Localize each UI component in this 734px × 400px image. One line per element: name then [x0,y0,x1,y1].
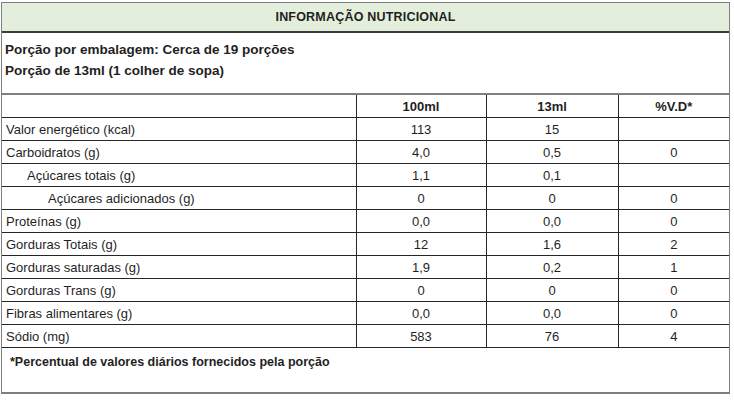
value-percent-vd: 0 [618,187,729,210]
footnote-text: *Percentual de valores diários fornecido… [2,348,729,370]
value-100ml: 0 [356,279,486,302]
value-13ml: 0,1 [486,164,618,187]
servings-per-package-text: Porção por embalagem: Cerca de 19 porçõe… [5,39,725,60]
title-bar: INFORMAÇÃO NUTRICIONAL [2,3,729,33]
value-100ml: 113 [356,118,486,141]
column-header-13ml: 13ml [486,94,618,118]
serving-info: Porção por embalagem: Cerca de 19 porçõe… [2,33,729,93]
value-100ml: 12 [356,233,486,256]
value-13ml: 0,0 [486,210,618,233]
table-row: Gorduras Totais (g) 12 1,6 2 [2,233,729,256]
table-row: Carboidratos (g) 4,0 0,5 0 [2,141,729,164]
value-13ml: 76 [486,325,618,348]
column-header-100ml: 100ml [356,94,486,118]
panel-title: INFORMAÇÃO NUTRICIONAL [275,10,455,24]
nutrition-label-panel: INFORMAÇÃO NUTRICIONAL Porção por embala… [1,2,730,394]
value-percent-vd: 4 [618,325,729,348]
table-row: Valor energético (kcal) 113 15 [2,118,729,141]
value-100ml: 1,9 [356,256,486,279]
nutrient-label: Proteínas (g) [2,210,356,233]
value-100ml: 4,0 [356,141,486,164]
value-100ml: 1,1 [356,164,486,187]
table-header-row: 100ml 13ml %V.D* [2,94,729,118]
value-100ml: 0,0 [356,210,486,233]
table-row: Gorduras saturadas (g) 1,9 0,2 1 [2,256,729,279]
value-percent-vd: 1 [618,256,729,279]
value-13ml: 15 [486,118,618,141]
column-header-percent-vd: %V.D* [618,94,729,118]
value-100ml: 0,0 [356,302,486,325]
nutrient-label: Valor energético (kcal) [2,118,356,141]
nutrient-label: Gorduras saturadas (g) [2,256,356,279]
nutrient-label: Sódio (mg) [2,325,356,348]
value-13ml: 0,2 [486,256,618,279]
table-row: Sódio (mg) 583 76 4 [2,325,729,348]
table-row: Açúcares totais (g) 1,1 0,1 [2,164,729,187]
value-13ml: 0,5 [486,141,618,164]
nutrient-label: Fibras alimentares (g) [2,302,356,325]
table-row: Açúcares adicionados (g) 0 0 0 [2,187,729,210]
nutrition-table: 100ml 13ml %V.D* Valor energético (kcal)… [2,93,729,348]
value-percent-vd: 0 [618,210,729,233]
nutrient-label: Gorduras Trans (g) [2,279,356,302]
table-row: Gorduras Trans (g) 0 0 0 [2,279,729,302]
value-13ml: 0 [486,279,618,302]
serving-size-text: Porção de 13ml (1 colher de sopa) [5,60,725,81]
value-percent-vd: 0 [618,302,729,325]
value-percent-vd: 0 [618,279,729,302]
value-percent-vd [618,118,729,141]
value-percent-vd [618,164,729,187]
nutrient-label: Carboidratos (g) [2,141,356,164]
table-row: Proteínas (g) 0,0 0,0 0 [2,210,729,233]
nutrient-label: Açúcares adicionados (g) [2,187,356,210]
value-percent-vd: 2 [618,233,729,256]
value-13ml: 0,0 [486,302,618,325]
value-percent-vd: 0 [618,141,729,164]
value-100ml: 583 [356,325,486,348]
nutrient-label: Açúcares totais (g) [2,164,356,187]
table-row: Fibras alimentares (g) 0,0 0,0 0 [2,302,729,325]
nutrient-label: Gorduras Totais (g) [2,233,356,256]
value-100ml: 0 [356,187,486,210]
value-13ml: 1,6 [486,233,618,256]
column-header-nutrient [2,94,356,118]
value-13ml: 0 [486,187,618,210]
nutrition-table-body: Valor energético (kcal) 113 15 Carboidra… [2,118,729,348]
